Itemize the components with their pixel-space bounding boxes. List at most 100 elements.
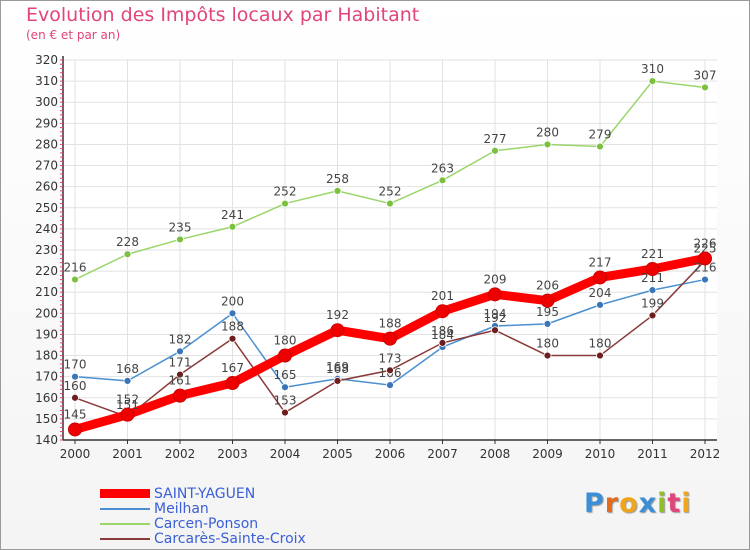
data-label: 182: [169, 332, 192, 346]
data-point: [386, 381, 394, 390]
x-tick-label: 2009: [532, 447, 563, 461]
data-point: [176, 235, 184, 244]
data-label: 194: [484, 307, 507, 321]
data-label: 180: [589, 337, 612, 351]
x-tick-label: 2012: [690, 447, 721, 461]
data-point: [71, 372, 79, 381]
data-label: 241: [221, 208, 244, 222]
y-tick-label: 270: [35, 159, 58, 173]
data-label: 195: [536, 305, 559, 319]
data-point: [281, 199, 289, 208]
logo-letter: P: [584, 488, 605, 519]
data-label: 307: [694, 68, 717, 82]
data-point: [438, 338, 447, 347]
legend-label-meilhan: Meilhan: [154, 500, 209, 517]
data-point: [281, 383, 289, 392]
legend-item-meilhan: Meilhan: [100, 500, 209, 517]
data-label: 188: [221, 320, 244, 334]
data-label: 180: [274, 334, 297, 348]
data-label: 225: [694, 242, 717, 256]
data-label: 279: [589, 128, 612, 142]
y-tick-label: 230: [35, 243, 58, 257]
y-tick-label: 310: [35, 74, 58, 88]
data-point: [488, 287, 502, 302]
y-tick-label: 200: [35, 306, 58, 320]
legend-item-saint-yaguen: SAINT-YAGUEN: [100, 485, 256, 502]
data-label: 152: [116, 393, 139, 407]
x-tick-label: 2002: [165, 447, 196, 461]
legend-item-carcen-ponson: Carcen-Ponson: [100, 515, 259, 532]
data-label: 310: [641, 62, 664, 76]
y-tick-label: 180: [35, 349, 58, 363]
data-point: [543, 351, 552, 360]
data-point: [386, 366, 394, 375]
y-tick-label: 150: [35, 412, 58, 426]
data-label: 145: [64, 407, 87, 421]
data-point: [278, 348, 292, 363]
data-point: [645, 262, 660, 276]
x-tick-label: 2001: [112, 447, 143, 461]
y-tick-label: 160: [35, 391, 58, 405]
data-point: [593, 270, 607, 285]
data-point: [648, 286, 657, 295]
logo-letter: x: [638, 488, 658, 519]
x-tick-label: 2010: [585, 447, 616, 461]
data-point: [491, 326, 499, 335]
data-label: 173: [379, 351, 402, 365]
data-point: [701, 275, 709, 284]
logo-letter: r: [604, 488, 620, 519]
y-tick-label: 320: [35, 53, 58, 67]
legend-label-carcen-ponson: Carcen-Ponson: [154, 515, 259, 532]
data-point: [435, 304, 450, 319]
data-label: 235: [169, 220, 192, 234]
data-label: 168: [116, 362, 139, 376]
legend-swatch-carcares-sainte-croix: [100, 537, 150, 540]
logo-letter: i: [657, 488, 668, 519]
x-tick-label: 2008: [480, 447, 511, 461]
data-point: [330, 323, 345, 338]
data-point: [173, 388, 187, 403]
data-point: [648, 311, 657, 320]
data-point: [383, 331, 397, 346]
x-tick-label: 2005: [322, 447, 353, 461]
data-label: 186: [431, 324, 454, 338]
legend-label-carcares-sainte-croix: Carcarès-Sainte-Croix: [154, 530, 306, 547]
logo-letter: o: [619, 488, 639, 519]
data-label: 200: [221, 294, 244, 308]
data-point: [176, 370, 184, 379]
data-label: 184: [431, 328, 454, 342]
data-label: 217: [589, 255, 612, 269]
x-tick-label: 2006: [375, 447, 406, 461]
x-tick-label: 2004: [270, 447, 301, 461]
data-label: 169: [326, 360, 349, 374]
data-point: [71, 393, 79, 402]
y-tick-label: 190: [35, 327, 58, 341]
data-label: 171: [169, 356, 192, 370]
y-tick-label: 260: [35, 180, 58, 194]
data-point: [543, 140, 552, 149]
y-tick-label: 290: [35, 116, 58, 130]
legend-item-carcares-sainte-croix: Carcarès-Sainte-Croix: [100, 530, 306, 547]
data-point: [596, 300, 604, 309]
data-label: 216: [64, 261, 87, 275]
data-point: [698, 251, 712, 266]
data-label: 263: [431, 161, 454, 175]
data-label: 165: [274, 368, 297, 382]
data-label: 161: [169, 374, 192, 388]
data-point: [333, 376, 342, 385]
legend-label-saint-yaguen: SAINT-YAGUEN: [154, 485, 256, 502]
y-tick-label: 220: [35, 264, 58, 278]
data-label: 258: [326, 172, 349, 186]
data-label: 199: [641, 296, 664, 310]
data-point: [596, 351, 604, 360]
data-point: [491, 146, 499, 155]
y-tick-label: 210: [35, 285, 58, 299]
chart-title: Evolution des Impôts locaux par Habitant: [26, 4, 420, 26]
logo-letter: i: [681, 488, 692, 519]
logo-letter: t: [667, 488, 682, 519]
chart-subtitle: (en € et par an): [26, 28, 121, 42]
data-label: 252: [274, 185, 297, 199]
legend-swatch-saint-yaguen: [100, 489, 150, 498]
data-label: 192: [326, 308, 349, 322]
data-point: [701, 83, 709, 92]
